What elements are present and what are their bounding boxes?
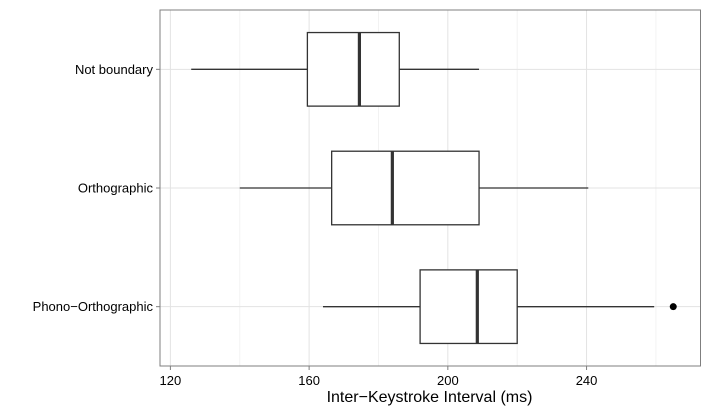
boxes: [191, 31, 677, 345]
y-axis-ticks: Not boundary Orthographic Phono−Orthograph…: [33, 62, 160, 314]
y-tick-label: Orthographic: [78, 181, 154, 196]
x-tick-label: 200: [437, 373, 459, 388]
x-axis-title: Inter−Keystroke Interval (ms): [327, 389, 533, 406]
x-tick-label: 120: [160, 373, 182, 388]
outlier-point: [669, 303, 677, 311]
box-iqr: [331, 150, 480, 226]
box-2: [322, 269, 677, 345]
x-tick-label: 240: [576, 373, 598, 388]
box-1: [239, 150, 589, 226]
y-tick-label: Phono−Orthographic: [33, 299, 154, 314]
y-tick-label: Not boundary: [75, 62, 154, 77]
box-iqr: [306, 31, 400, 107]
box-0: [191, 31, 480, 107]
x-axis-ticks: 120 160 200 240: [160, 366, 598, 388]
x-tick-label: 160: [298, 373, 320, 388]
box-iqr: [419, 269, 518, 345]
